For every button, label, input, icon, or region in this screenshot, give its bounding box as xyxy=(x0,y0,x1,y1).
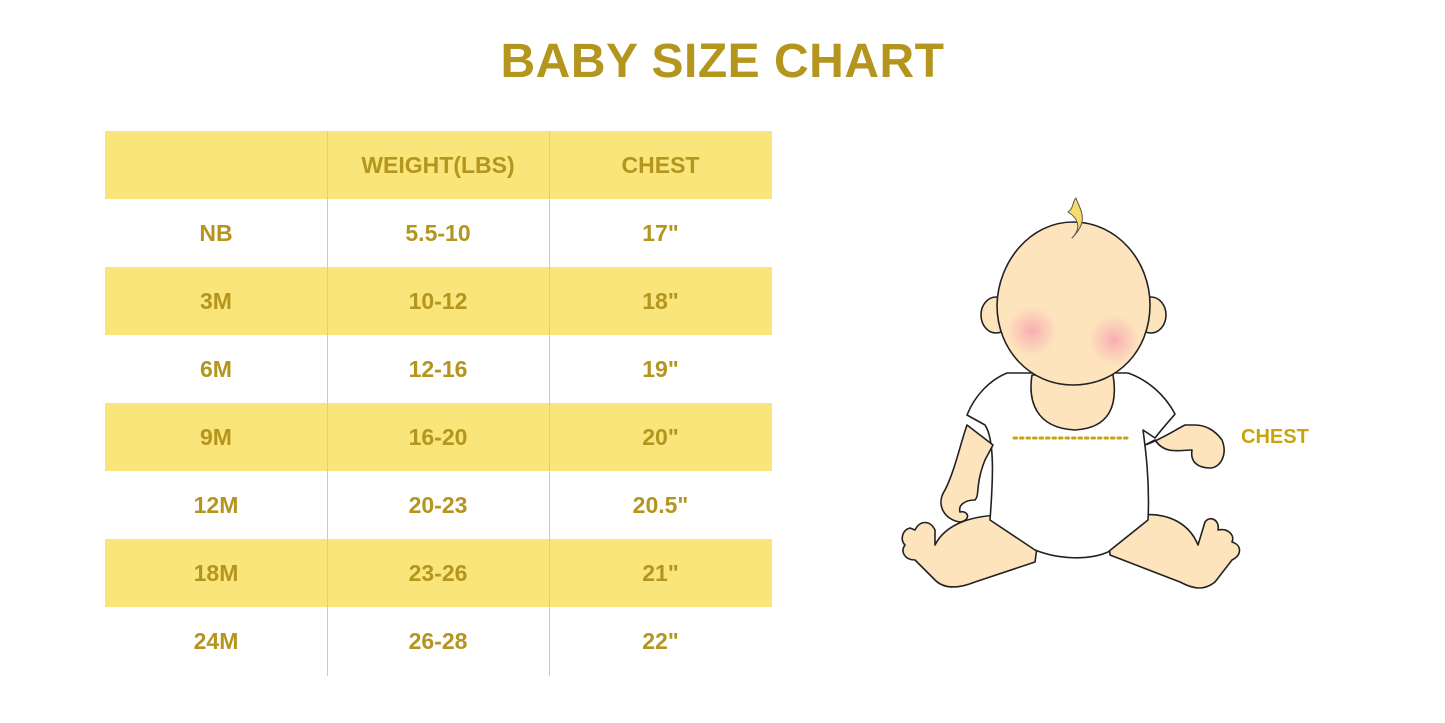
table-row: NB 5.5-10 17" xyxy=(105,199,772,267)
page-title: BABY SIZE CHART xyxy=(500,35,945,88)
size-cell: 9M xyxy=(200,423,232,450)
table-row: 9M 16-20 20" xyxy=(105,403,772,471)
chest-cell: 19" xyxy=(642,355,679,382)
weight-cell: 26-28 xyxy=(408,627,468,654)
weight-cell: 5.5-10 xyxy=(405,219,471,246)
column-divider xyxy=(549,131,550,676)
right-arm xyxy=(1144,424,1225,469)
table-header-row: WEIGHT(LBS) CHEST xyxy=(105,131,772,199)
weight-cell: 12-16 xyxy=(408,355,468,382)
weight-cell: 20-23 xyxy=(408,491,468,518)
size-table: WEIGHT(LBS) CHEST NB 5.5-10 17" 3M 10-12… xyxy=(105,131,772,675)
table-row: 6M 12-16 19" xyxy=(105,335,772,403)
size-cell: 18M xyxy=(193,559,239,586)
weight-cell: 10-12 xyxy=(408,287,468,314)
chest-cell: 22" xyxy=(642,627,679,654)
chest-cell: 18" xyxy=(642,287,679,314)
size-cell: NB xyxy=(199,219,233,246)
size-cell: 6M xyxy=(200,355,232,382)
left-leg xyxy=(901,514,1041,588)
chest-label: CHEST xyxy=(1241,426,1309,448)
column-divider xyxy=(327,131,328,676)
left-cheek xyxy=(1007,306,1057,356)
chest-cell: 21" xyxy=(642,559,679,586)
left-arm xyxy=(940,424,994,523)
header-chest: CHEST xyxy=(621,151,700,178)
chest-cell: 20.5" xyxy=(632,491,689,518)
chest-cell: 17" xyxy=(642,219,679,246)
size-cell: 12M xyxy=(193,491,239,518)
right-cheek xyxy=(1089,315,1139,365)
table-row: 12M 20-23 20.5" xyxy=(105,471,772,539)
right-leg xyxy=(1107,513,1241,589)
table-row: 24M 26-28 22" xyxy=(105,607,772,675)
size-cell: 3M xyxy=(200,287,232,314)
table-row: 18M 23-26 21" xyxy=(105,539,772,607)
header-weight: WEIGHT(LBS) xyxy=(361,151,515,178)
size-cell: 24M xyxy=(193,627,239,654)
neck xyxy=(1030,374,1116,431)
shirt xyxy=(966,372,1176,559)
weight-cell: 16-20 xyxy=(408,423,468,450)
table-row: 3M 10-12 18" xyxy=(105,267,772,335)
chest-cell: 20" xyxy=(642,423,679,450)
weight-cell: 23-26 xyxy=(408,559,468,586)
hair-curl xyxy=(1067,197,1083,239)
